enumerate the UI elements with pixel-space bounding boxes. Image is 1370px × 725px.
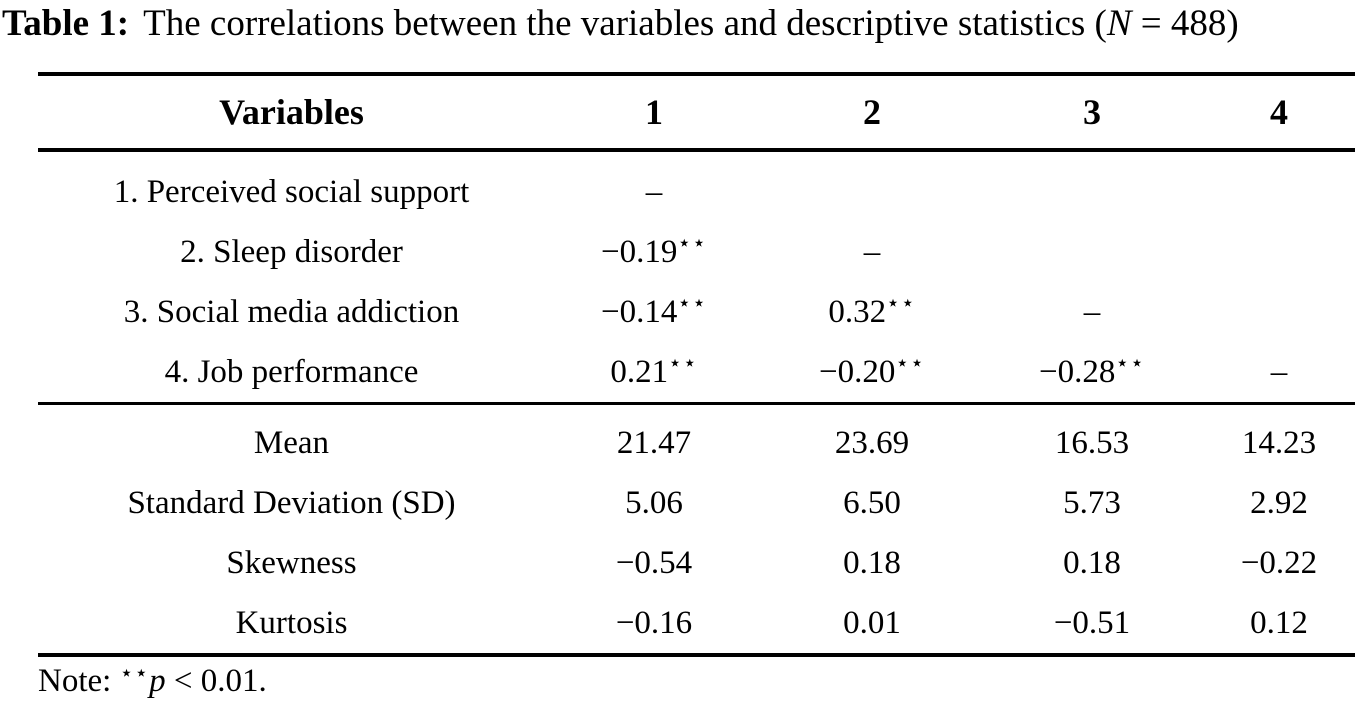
- stat-cell: 21.47: [616, 424, 692, 461]
- significance-stars: ⋆⋆: [1115, 349, 1145, 375]
- row-label: 4. Job performance: [164, 353, 419, 390]
- corr-cell: –: [1203, 342, 1355, 404]
- header-col-2: 2: [863, 92, 881, 132]
- table-row-kurtosis: Kurtosis −0.16 0.01 −0.51 0.12: [38, 593, 1355, 655]
- row-label: 1. Perceived social support: [113, 173, 470, 210]
- table-row-job-performance: 4. Job performance 0.21⋆⋆ −0.20⋆⋆ −0.28⋆…: [38, 342, 1355, 404]
- significance-stars: ⋆⋆: [668, 349, 698, 375]
- table-row-perceived-social-support: 1. Perceived social support –: [38, 150, 1355, 222]
- corr-cell: −0.19⋆⋆: [545, 222, 763, 282]
- stat-cell: 14.23: [1241, 424, 1317, 461]
- table-caption: Table 1: The correlations between the var…: [2, 2, 1370, 46]
- corr-cell: −0.20⋆⋆: [763, 342, 981, 404]
- corr-cell: [1203, 150, 1355, 222]
- corr-value: −0.19: [601, 233, 678, 270]
- corr-cell: [981, 222, 1203, 282]
- table-caption-text: The correlations between the variables a…: [143, 3, 1107, 44]
- row-label: 2. Sleep disorder: [180, 233, 403, 270]
- p-condition: < 0.01.: [165, 663, 267, 699]
- stat-cell: −0.54: [615, 544, 693, 581]
- correlations-section: 1. Perceived social support – 2. Sleep d…: [38, 150, 1355, 404]
- corr-cell: –: [763, 222, 981, 282]
- corr-cell: [763, 150, 981, 222]
- header-col-3: 3: [1083, 92, 1101, 132]
- table-row-social-media-addiction: 3. Social media addiction −0.14⋆⋆ 0.32⋆⋆…: [38, 282, 1355, 342]
- corr-value: −0.28: [1039, 353, 1116, 390]
- corr-value: −0.14: [601, 293, 678, 330]
- stat-cell: 0.12: [1250, 604, 1308, 641]
- table-row-sleep-disorder: 2. Sleep disorder −0.19⋆⋆ –: [38, 222, 1355, 282]
- sample-size-value: = 488): [1131, 3, 1239, 44]
- row-label: Skewness: [226, 544, 357, 581]
- sample-size-symbol: N: [1106, 3, 1132, 44]
- corr-value: –: [1270, 353, 1288, 390]
- corr-value: –: [863, 233, 881, 270]
- corr-cell: −0.14⋆⋆: [545, 282, 763, 342]
- header-variables: Variables: [219, 92, 364, 132]
- corr-value: –: [1083, 293, 1101, 330]
- stat-cell: 0.18: [1063, 544, 1121, 581]
- corr-cell: –: [981, 282, 1203, 342]
- corr-value: –: [645, 173, 663, 210]
- stat-cell: 0.01: [843, 604, 901, 641]
- p-symbol: p: [149, 663, 166, 699]
- corr-cell: [1203, 282, 1355, 342]
- stat-cell: 5.73: [1063, 484, 1121, 521]
- stat-cell: 5.06: [625, 484, 683, 521]
- note-prefix: Note:: [38, 663, 120, 699]
- significance-stars: ⋆⋆: [886, 289, 916, 315]
- header-row: Variables 1 2 3 4: [38, 74, 1355, 150]
- corr-cell: [981, 150, 1203, 222]
- significance-stars: ⋆⋆: [677, 229, 707, 255]
- row-label: Mean: [253, 424, 330, 461]
- corr-value: 0.32: [828, 293, 887, 330]
- corr-cell: 0.32⋆⋆: [763, 282, 981, 342]
- significance-stars: ⋆⋆: [677, 289, 707, 315]
- table-header: Variables 1 2 3 4: [38, 74, 1355, 150]
- corr-value: 0.21: [610, 353, 669, 390]
- row-label: 3. Social media addiction: [123, 293, 460, 330]
- header-col-1: 1: [645, 92, 663, 132]
- significance-stars: ⋆⋆: [895, 349, 925, 375]
- table-row-standard-deviation: Standard Deviation (SD) 5.06 6.50 5.73 2…: [38, 473, 1355, 533]
- corr-cell: −0.28⋆⋆: [981, 342, 1203, 404]
- stat-cell: 16.53: [1054, 424, 1130, 461]
- stat-cell: 0.18: [843, 544, 901, 581]
- table-row-mean: Mean 21.47 23.69 16.53 14.23: [38, 404, 1355, 474]
- table-footnote: Note: ⋆⋆p < 0.01.: [38, 660, 267, 700]
- stat-cell: 6.50: [843, 484, 901, 521]
- table-row-skewness: Skewness −0.54 0.18 0.18 −0.22: [38, 533, 1355, 593]
- stat-cell: −0.51: [1053, 604, 1131, 641]
- table-number-label: Table 1:: [2, 3, 130, 44]
- stat-cell: −0.22: [1240, 544, 1318, 581]
- corr-cell: 0.21⋆⋆: [545, 342, 763, 404]
- header-col-4: 4: [1270, 92, 1288, 132]
- descriptives-section: Mean 21.47 23.69 16.53 14.23 Standard De…: [38, 404, 1355, 656]
- row-label: Standard Deviation (SD): [127, 484, 456, 521]
- corr-value: −0.20: [819, 353, 896, 390]
- row-label: Kurtosis: [235, 604, 348, 641]
- corr-cell: [1203, 222, 1355, 282]
- corr-cell: –: [545, 150, 763, 222]
- stat-cell: −0.16: [615, 604, 693, 641]
- significance-stars: ⋆⋆: [119, 660, 150, 685]
- correlation-table: Variables 1 2 3 4 1. Perceived social su…: [38, 72, 1355, 657]
- stat-cell: 2.92: [1250, 484, 1308, 521]
- stat-cell: 23.69: [834, 424, 910, 461]
